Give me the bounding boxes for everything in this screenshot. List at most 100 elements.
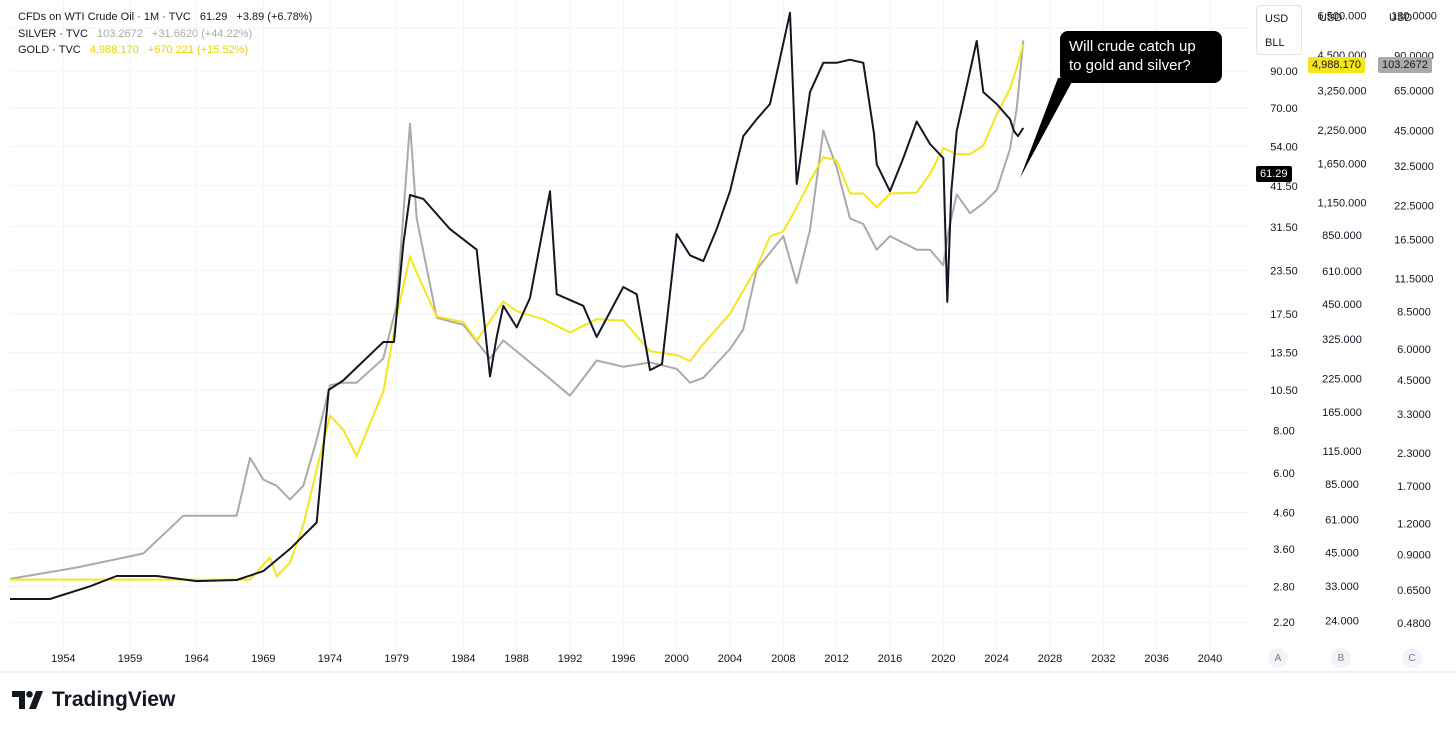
legend-gold-change: +670.221 (+15.52%) (147, 44, 249, 56)
x-tick-label: 1996 (611, 653, 635, 665)
y-tick-label-b: 450.000 (1322, 299, 1362, 311)
x-tick-label: 1964 (184, 653, 208, 665)
axis-a-button[interactable]: A (1268, 648, 1288, 668)
legend-row-crude[interactable]: CFDs on WTI Crude Oil · 1M · TVC 61.29 +… (18, 9, 312, 26)
y-tick-label-b: 85.000 (1325, 479, 1359, 491)
y-tick-label-c: 1.2000 (1397, 519, 1431, 531)
legend-crude-change: +3.89 (+6.78%) (236, 11, 313, 23)
y-tick-label-b: 45.000 (1325, 547, 1359, 559)
y-tick-label-a: 2.20 (1273, 617, 1294, 629)
y-tick-label-c: 32.5000 (1394, 161, 1434, 173)
price-axis-c: 0.4800 0.6500 0.9000 1.2000 1.7000 2.3000 3.30… (1391, 11, 1437, 630)
y-tick-label-c: 65.0000 (1394, 86, 1434, 98)
gold-price-tag: 4,988.170 (1308, 57, 1365, 73)
price-axis-b: 24.000 33.000 45.000 61.000 85.000 115.000 165… (1318, 10, 1367, 627)
y-tick-label-c: 0.6500 (1397, 585, 1431, 597)
y-tick-label-b: 165.000 (1322, 407, 1362, 419)
x-tick-label: 1959 (118, 653, 142, 665)
callout-line-1: Will crude catch up (1069, 38, 1196, 55)
axis-c-currency[interactable]: USD (1389, 12, 1413, 24)
y-tick-label-a: 54.00 (1270, 142, 1298, 154)
y-tick-label-c: 0.4800 (1397, 618, 1431, 630)
y-tick-label-c: 0.9000 (1397, 550, 1431, 562)
y-tick-label-b: 850.000 (1322, 230, 1362, 242)
y-tick-label-a: 23.50 (1270, 265, 1298, 277)
y-tick-label-a: 70.00 (1270, 103, 1298, 115)
gold-line (10, 43, 1025, 581)
y-tick-label-b: 33.000 (1325, 581, 1359, 593)
x-axis: 1954 1959 1964 1969 1974 1979 1984 1988 1992 1996… (51, 653, 1222, 665)
tradingview-logo-icon (12, 691, 43, 709)
y-tick-label-b: 1,650.000 (1318, 158, 1367, 170)
y-tick-label-a: 17.50 (1270, 309, 1298, 321)
y-tick-label-b: 24.000 (1325, 615, 1359, 627)
y-tick-label-c: 130.0000 (1391, 11, 1437, 23)
x-tick-label: 1954 (51, 653, 75, 665)
x-tick-label: 2040 (1198, 653, 1222, 665)
y-tick-label-c: 45.0000 (1394, 126, 1434, 138)
y-tick-label-b: 610.000 (1322, 266, 1362, 278)
chart-grid (0, 0, 1456, 673)
legend-gold-value: 4,988.170 (89, 44, 139, 56)
legend-crude-value: 61.29 (199, 11, 228, 23)
x-tick-label: 2020 (931, 653, 955, 665)
y-tick-label-b: 225.000 (1322, 374, 1362, 386)
y-tick-label-a: 13.50 (1270, 348, 1298, 360)
legend-row-gold[interactable]: GOLD · TVC 4,988.170 +670.221 (+15.52%) (18, 42, 312, 59)
crude-oil-line (10, 11, 1025, 600)
axis-b-currency[interactable]: USD (1319, 12, 1343, 24)
axis-a-unit-box[interactable]: USD BLL (1256, 5, 1302, 55)
x-tick-label: 1988 (504, 653, 528, 665)
y-tick-label-b: 325.000 (1322, 334, 1362, 346)
callout-line-2: to gold and silver? (1069, 57, 1191, 74)
y-tick-label-a: 31.50 (1270, 222, 1298, 234)
y-tick-label-c: 8.5000 (1397, 306, 1431, 318)
y-tick-label-c: 4.5000 (1397, 375, 1431, 387)
crude-price-tag: 61.29 (1256, 166, 1292, 182)
y-tick-label-b: 3,250.000 (1318, 85, 1367, 97)
tradingview-logo[interactable]: TradingView (12, 688, 175, 712)
y-tick-label-c: 2.3000 (1397, 448, 1431, 460)
tradingview-logo-text: TradingView (52, 688, 176, 711)
y-tick-label-b: 61.000 (1325, 515, 1359, 527)
x-tick-label: 2004 (718, 653, 742, 665)
y-tick-label-c: 1.7000 (1397, 481, 1431, 493)
y-tick-label-b: 6,500.000 (1318, 10, 1367, 22)
y-tick-label-a: 41.50 (1270, 181, 1298, 193)
price-axis-a: 2.20 2.80 3.60 4.60 6.00 8.00 10.50 13.50 17.50 2… (1267, 23, 1301, 629)
axis-c-button[interactable]: C (1402, 648, 1422, 668)
y-tick-label-a: 2.80 (1273, 581, 1294, 593)
x-tick-label: 2008 (771, 653, 795, 665)
x-tick-label: 2028 (1038, 653, 1062, 665)
y-tick-label-b: 2,250.000 (1318, 125, 1367, 137)
y-tick-label-a: 90.00 (1270, 66, 1298, 78)
x-tick-label: 2016 (878, 653, 902, 665)
y-tick-label-c: 11.5000 (1395, 273, 1434, 285)
legend-crude-symbol: CFDs on WTI Crude Oil · 1M · TVC (18, 11, 191, 23)
legend-silver-value: 103.2672 (96, 27, 143, 40)
y-tick-label-a: 6.00 (1273, 468, 1294, 480)
legend-row-silver[interactable]: SILVER · TVC 103.2672 +31.6620 (+44.22%) (18, 26, 312, 43)
y-tick-label-c: 3.3000 (1397, 409, 1431, 421)
chart-legend: CFDs on WTI Crude Oil · 1M · TVC 61.29 +… (18, 9, 312, 59)
x-tick-label: 2012 (824, 653, 848, 665)
silver-price-tag: 103.2672 (1378, 57, 1432, 73)
x-tick-label: 1974 (318, 653, 342, 665)
x-tick-label: 2036 (1144, 653, 1168, 665)
axis-a-currency: USD (1265, 13, 1289, 25)
y-tick-label-b: 115.000 (1323, 446, 1362, 458)
y-tick-label-c: 6.0000 (1397, 344, 1431, 356)
y-tick-label-a: 8.00 (1273, 425, 1294, 437)
y-tick-label-a: 4.60 (1273, 508, 1294, 520)
x-tick-label: 1979 (384, 653, 408, 665)
y-tick-label-c: 22.5000 (1394, 201, 1434, 213)
legend-silver-symbol: SILVER · TVC (18, 27, 88, 40)
legend-silver-change: +31.6620 (+44.22%) (151, 27, 253, 40)
x-tick-label: 1969 (251, 653, 275, 665)
y-tick-label-b: 1,150.000 (1318, 197, 1367, 209)
axis-b-button[interactable]: B (1331, 648, 1351, 668)
x-tick-label: 2024 (984, 653, 1008, 665)
callout-pointer (1020, 78, 1074, 178)
annotation-callout[interactable]: Will crude catch up to gold and silver? (1060, 31, 1222, 83)
